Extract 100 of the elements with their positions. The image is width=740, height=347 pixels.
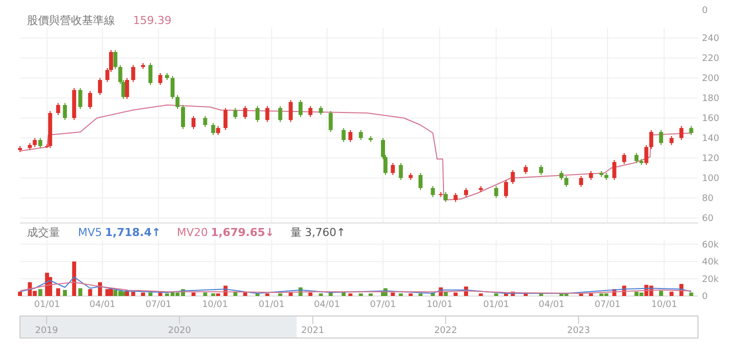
bar [203, 292, 208, 296]
chart-title: 股價與營收基準線 [27, 14, 115, 27]
x-tick-label: 10/01 [426, 300, 453, 310]
candlestick [131, 64, 136, 82]
candlestick [328, 110, 333, 132]
bar [494, 293, 498, 296]
candlestick [579, 176, 584, 188]
candlestick [243, 106, 248, 120]
bar [62, 290, 67, 296]
candlestick [308, 106, 312, 118]
bar [216, 293, 220, 296]
candlestick [679, 126, 684, 140]
candlestick [348, 130, 352, 142]
x2-tick-label: 2019 [35, 326, 58, 336]
bar [265, 293, 270, 296]
y-tick-label: 60 [702, 214, 714, 224]
y-tick-label: 100 [702, 174, 720, 184]
candlestick [398, 162, 403, 180]
candlestick [62, 102, 67, 120]
bar [211, 293, 216, 296]
bar [670, 292, 674, 296]
bar [192, 292, 196, 296]
line-series [20, 104, 692, 200]
bar [408, 293, 413, 296]
text: 1,718.4↑ [105, 226, 161, 239]
candlestick [88, 90, 92, 110]
candlestick [612, 160, 616, 180]
bar [588, 293, 593, 296]
y-tick-label: 40k [702, 258, 720, 268]
candlestick [78, 88, 82, 110]
bar [18, 292, 22, 296]
candlestick [278, 106, 282, 122]
y-tick-label: 60k [702, 240, 720, 250]
candlestick [176, 94, 180, 110]
x-tick-label: 01/01 [258, 300, 285, 310]
candlestick [56, 102, 60, 116]
candlestick [298, 100, 303, 118]
candlestick [634, 152, 638, 164]
bar [368, 293, 373, 296]
text: MV20 [176, 226, 208, 239]
x-tick-label: 01/01 [34, 300, 60, 310]
bar [348, 293, 352, 296]
x2-tick-label: 2022 [434, 326, 458, 336]
candlestick [223, 108, 228, 130]
bar [131, 292, 136, 296]
bar [88, 289, 92, 296]
candlestick [255, 106, 260, 122]
bar [398, 293, 403, 296]
x-tick-label: 07/01 [370, 300, 396, 310]
y-tick-label: 180 [702, 94, 720, 104]
x-tick-label: 10/01 [202, 300, 228, 310]
candlestick [510, 170, 515, 184]
candlestick [98, 78, 102, 96]
candlestick [659, 130, 664, 146]
bar [342, 292, 346, 296]
candlestick [265, 106, 270, 122]
candlestick [539, 164, 544, 176]
y-tick-label: 220 [702, 54, 720, 64]
candlestick [494, 186, 498, 198]
text: 量 3,760↑ [290, 226, 346, 239]
y-tick-label: 200 [702, 74, 720, 84]
x-tick-label: 07/01 [594, 300, 621, 310]
candlestick [644, 144, 648, 166]
bar [478, 293, 483, 296]
bar [243, 292, 248, 296]
candlestick [203, 116, 208, 128]
bar [358, 293, 363, 296]
chart-title: 成交量 [27, 226, 60, 239]
y-tick-label: 120 [702, 154, 720, 164]
candlestick [181, 104, 186, 130]
bar [318, 293, 323, 296]
candlestick [444, 192, 448, 202]
line-series [20, 282, 692, 294]
candlestick [125, 78, 130, 100]
bar [141, 292, 146, 296]
candlestick [233, 108, 238, 120]
candlestick [390, 162, 395, 176]
candlestick [38, 138, 42, 148]
candlestick [622, 152, 626, 164]
bar [454, 292, 458, 296]
x-tick-label: 07/01 [145, 300, 172, 310]
y-tick-label: 240 [702, 34, 720, 44]
bar [278, 293, 282, 296]
x-tick-label: 04/01 [538, 300, 565, 310]
bar [689, 292, 694, 296]
bar [659, 290, 664, 296]
candlestick [288, 100, 293, 122]
candlestick [649, 130, 654, 150]
candlestick [358, 130, 363, 140]
candlestick [211, 122, 216, 136]
line-series [20, 276, 692, 294]
x-tick-label: 04/01 [89, 300, 116, 310]
bar [98, 282, 102, 296]
candlestick [192, 116, 196, 130]
candlestick [430, 186, 435, 198]
candlestick [418, 172, 423, 190]
candlestick [148, 62, 152, 86]
x-tick-label: 04/01 [314, 300, 340, 310]
candlestick [504, 180, 508, 198]
bar [38, 289, 42, 296]
